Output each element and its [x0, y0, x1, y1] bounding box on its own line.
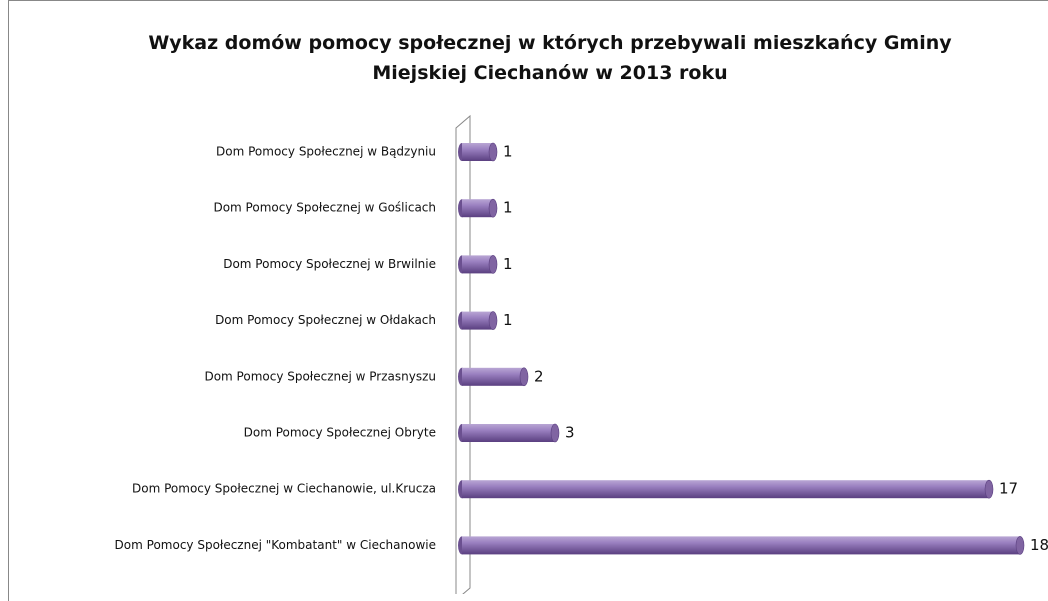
bar-cap [488, 255, 498, 274]
chart-frame [8, 0, 1048, 601]
category-label: Dom Pomocy Społecznej "Kombatant" w Ciec… [115, 538, 436, 552]
bar-cap [550, 423, 560, 443]
bar-cap [488, 142, 498, 162]
bar [462, 255, 493, 274]
bar [462, 424, 555, 442]
bar-cap [1015, 536, 1025, 555]
category-label: Dom Pomocy Społecznej w Brwilnie [223, 257, 436, 271]
category-label: Dom Pomocy Społecznej Obryte [244, 426, 436, 440]
data-label: 1 [503, 311, 513, 329]
category-label: Dom Pomocy Społecznej w Bądzyniu [216, 145, 436, 159]
data-label: 18 [1030, 536, 1048, 554]
bar [462, 536, 1020, 555]
bar-cap [519, 367, 529, 387]
bar [462, 143, 493, 161]
bar-cap [488, 198, 498, 218]
bar [462, 311, 493, 330]
axis-wall [455, 114, 471, 594]
category-label: Dom Pomocy Społecznej w Ciechanowie, ul.… [132, 482, 436, 496]
bar [462, 367, 524, 386]
category-label: Dom Pomocy Społecznej w Goślicach [213, 201, 436, 215]
bar [462, 199, 493, 218]
data-label: 1 [503, 255, 513, 273]
chart-title: Wykaz domów pomocy społecznej w których … [148, 32, 952, 84]
data-label: 1 [503, 143, 513, 161]
category-label: Dom Pomocy Społecznej w Ołdakach [215, 313, 436, 327]
data-label: 17 [999, 480, 1018, 498]
bar [462, 480, 989, 499]
category-label: Dom Pomocy Społecznej w Przasnyszu [204, 369, 436, 383]
bar-cap [984, 479, 994, 499]
data-label: 2 [534, 367, 544, 385]
data-label: 1 [503, 199, 513, 217]
data-label: 3 [565, 424, 575, 442]
bar-cap [488, 311, 498, 330]
